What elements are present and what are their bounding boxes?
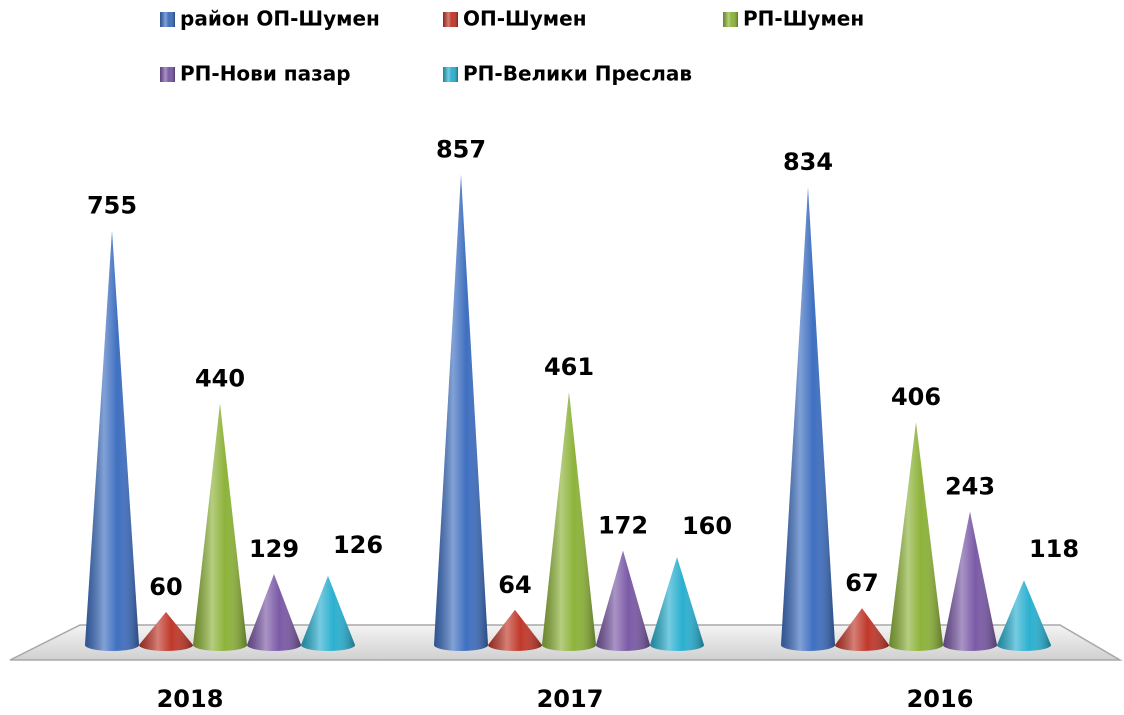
legend-label: РП-Нови пазар <box>180 62 351 86</box>
cone-shading <box>193 403 247 651</box>
data-label: 243 <box>945 473 995 501</box>
cone-shading <box>434 174 488 651</box>
x-tick-label: 2017 <box>537 685 604 713</box>
legend-swatch-shade <box>160 12 175 27</box>
cone-shading <box>650 557 704 651</box>
cone-shading <box>943 511 997 651</box>
data-label: 461 <box>544 353 594 381</box>
cone-shading <box>139 612 193 651</box>
x-tick-label: 2018 <box>157 685 224 713</box>
legend-swatch-shade <box>723 12 738 27</box>
cone-shading <box>889 422 943 651</box>
data-label: 440 <box>195 364 245 392</box>
cone-shading <box>488 609 542 651</box>
cone-shading <box>835 608 889 651</box>
data-label: 834 <box>783 148 833 176</box>
legend-label: район ОП-Шумен <box>180 7 380 31</box>
data-label: 67 <box>845 569 878 597</box>
legend-label: РП-Шумен <box>743 7 864 31</box>
cone-shading <box>596 550 650 651</box>
x-tick-label: 2016 <box>907 685 974 713</box>
data-label: 126 <box>333 531 383 559</box>
data-label: 60 <box>149 573 182 601</box>
data-label: 129 <box>249 535 299 563</box>
data-label: 172 <box>598 512 648 540</box>
cone-shading <box>997 580 1051 651</box>
cone-shading <box>301 575 355 651</box>
data-label: 857 <box>436 136 486 164</box>
data-label: 406 <box>891 383 941 411</box>
legend-swatch-shade <box>443 67 458 82</box>
data-label: 64 <box>498 571 531 599</box>
data-label: 118 <box>1029 535 1079 563</box>
cone-shading <box>781 187 835 651</box>
legend-label: РП-Велики Преслав <box>463 62 692 86</box>
data-label: 755 <box>87 192 137 220</box>
legend-swatch-shade <box>443 12 458 27</box>
cone-shading <box>542 391 596 651</box>
cone-shading <box>247 574 301 651</box>
legend-label: ОП-Шумен <box>463 7 587 31</box>
cone-shading <box>85 230 139 651</box>
legend-swatch-shade <box>160 67 175 82</box>
data-label: 160 <box>682 512 732 540</box>
